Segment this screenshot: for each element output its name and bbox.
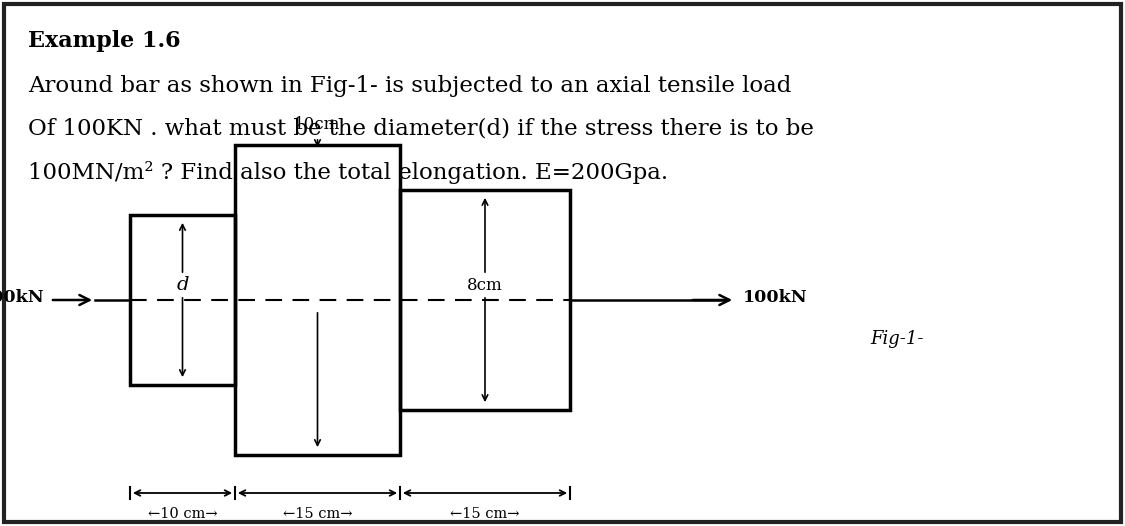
Text: Of 100KN . what must be the diameter(d) if the stress there is to be: Of 100KN . what must be the diameter(d) … bbox=[28, 118, 813, 140]
Text: Fig-1-: Fig-1- bbox=[870, 330, 924, 348]
Text: ←15 cm→: ←15 cm→ bbox=[450, 507, 520, 521]
Text: 100kN: 100kN bbox=[0, 288, 45, 306]
Text: d: d bbox=[177, 276, 189, 294]
Text: 100kN: 100kN bbox=[742, 288, 808, 306]
Text: 10cm: 10cm bbox=[295, 116, 341, 133]
Bar bbox=[130, 215, 235, 385]
Text: Around bar as shown in Fig-1- is subjected to an axial tensile load: Around bar as shown in Fig-1- is subject… bbox=[28, 75, 791, 97]
Text: Example 1.6: Example 1.6 bbox=[28, 30, 181, 52]
Bar bbox=[235, 145, 400, 455]
Bar bbox=[400, 190, 570, 410]
Text: 8cm: 8cm bbox=[467, 277, 503, 294]
Text: ←10 cm→: ←10 cm→ bbox=[147, 507, 217, 521]
Text: 100MN/m² ? Find also the total elongation. E=200Gpa.: 100MN/m² ? Find also the total elongatio… bbox=[28, 161, 668, 184]
Text: ←15 cm→: ←15 cm→ bbox=[282, 507, 352, 521]
